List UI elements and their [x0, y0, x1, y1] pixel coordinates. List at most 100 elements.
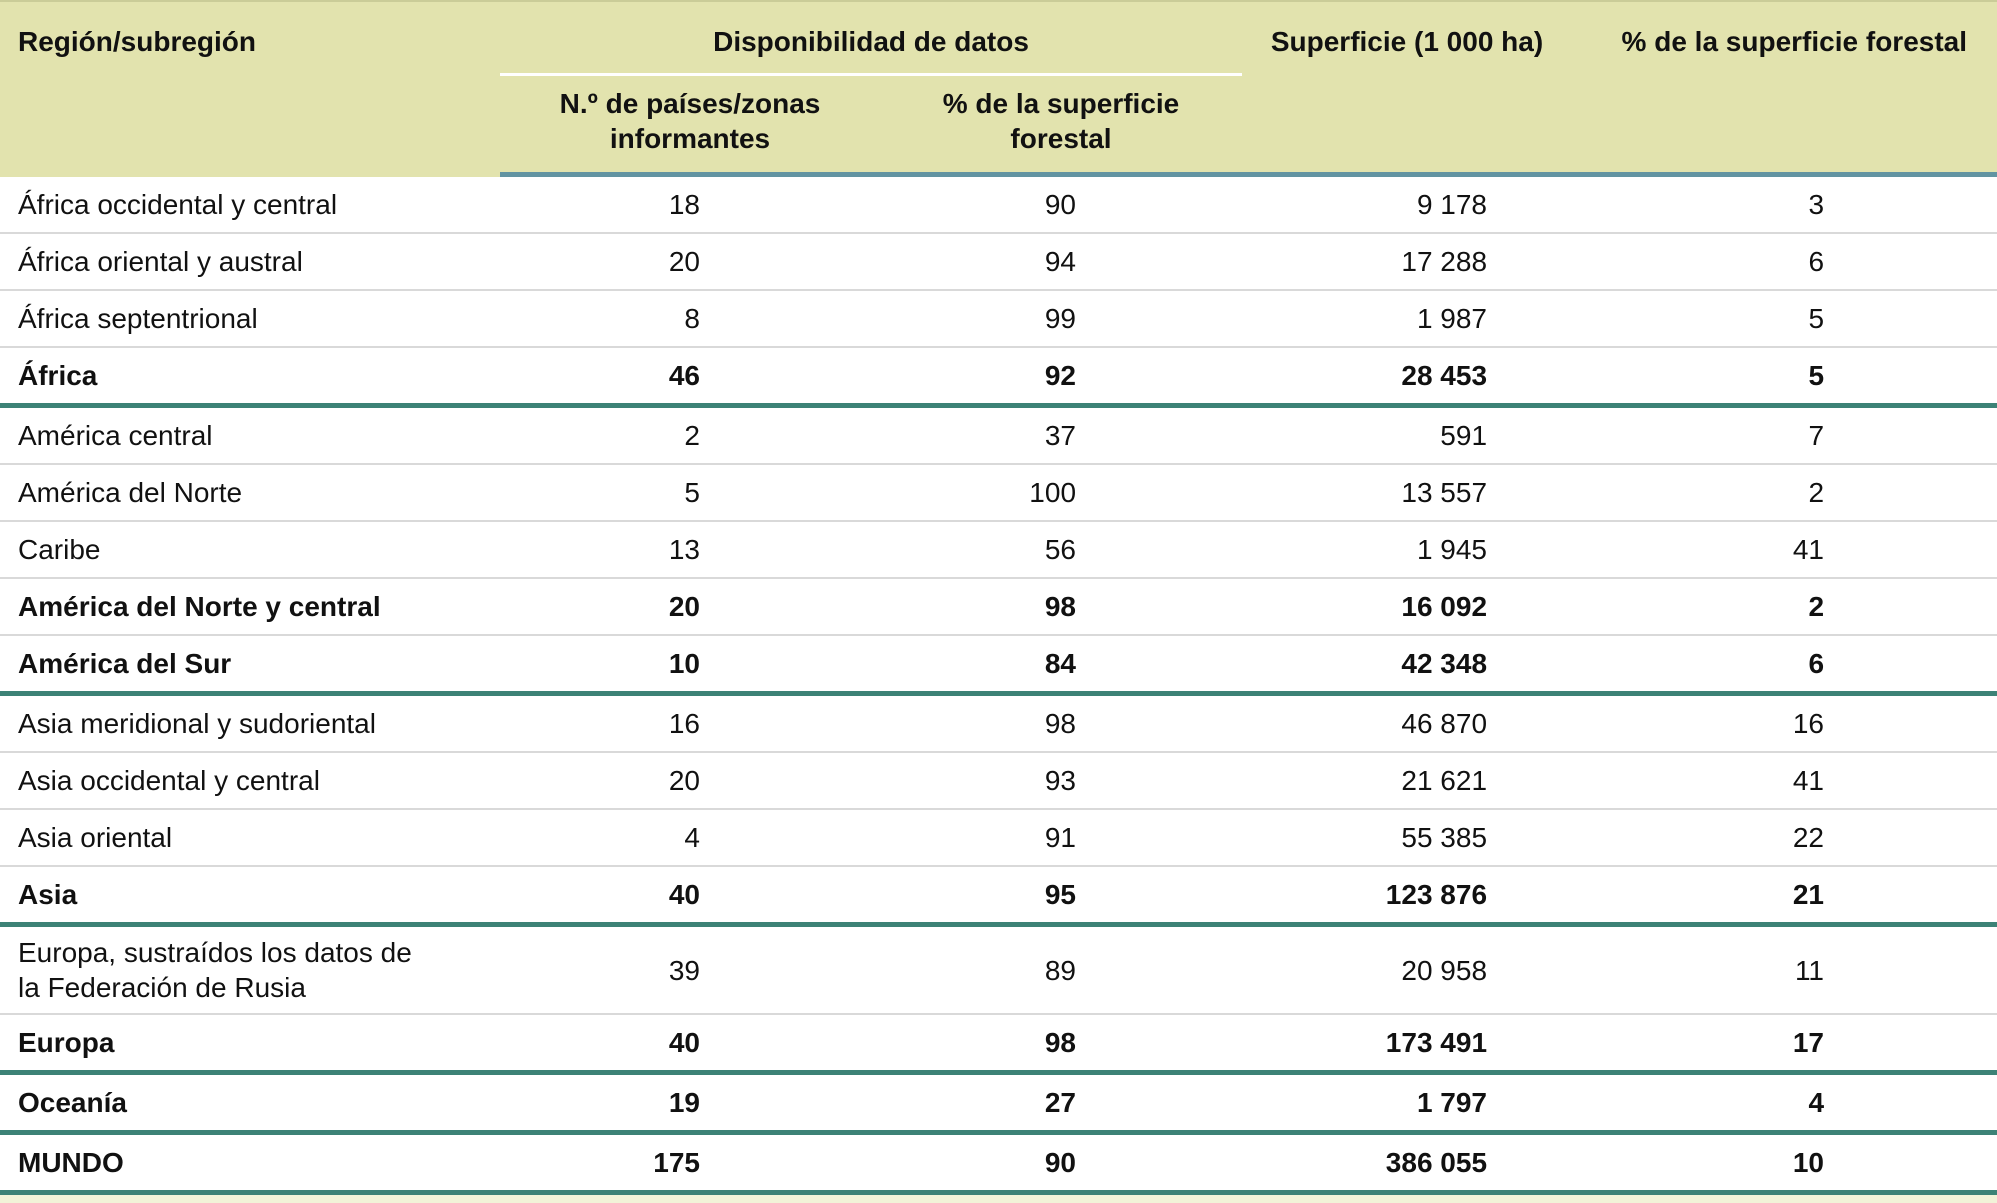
- pct-of-area-cell: 41: [1572, 522, 1997, 579]
- header-row-top: Región/subregión Disponibilidad de datos…: [0, 0, 1997, 177]
- countries-cell: 18: [500, 177, 880, 234]
- next-section-strip: [0, 1195, 1997, 1203]
- area-cell: 123 876: [1242, 867, 1573, 927]
- region-cell: América del Norte y central: [0, 579, 500, 636]
- region-cell: África occidental y central: [0, 177, 500, 234]
- pct-of-area-cell: 41: [1572, 753, 1997, 810]
- table-row: África oriental y austral 20 94 17 288 6: [0, 234, 1997, 291]
- pct-of-area-cell: 16: [1572, 696, 1997, 753]
- countries-cell: 20: [500, 579, 880, 636]
- region-cell: África septentrional: [0, 291, 500, 348]
- area-cell: 55 385: [1242, 810, 1573, 867]
- area-cell: 42 348: [1242, 636, 1573, 696]
- col-header-countries-label: N.º de países/zonas informantes: [559, 88, 821, 154]
- area-cell: 28 453: [1242, 348, 1573, 408]
- pct-forest-cell: 94: [880, 234, 1243, 291]
- pct-of-area-cell: 7: [1572, 408, 1997, 465]
- pct-of-area-cell: 5: [1572, 291, 1997, 348]
- region-cell: América del Sur: [0, 636, 500, 696]
- pct-forest-cell: 95: [880, 867, 1243, 927]
- col-header-availability-group: Disponibilidad de datos: [500, 0, 1243, 76]
- pct-forest-cell: 98: [880, 696, 1243, 753]
- region-cell: América central: [0, 408, 500, 465]
- countries-cell: 39: [500, 927, 880, 1015]
- pct-of-area-cell: 11: [1572, 927, 1997, 1015]
- countries-cell: 4: [500, 810, 880, 867]
- table-row-total-asia: Asia 40 95 123 876 21: [0, 867, 1997, 927]
- pct-forest-cell: 37: [880, 408, 1243, 465]
- countries-cell: 10: [500, 636, 880, 696]
- area-cell: 9 178: [1242, 177, 1573, 234]
- area-cell: 173 491: [1242, 1015, 1573, 1075]
- pct-of-area-cell: 2: [1572, 579, 1997, 636]
- region-cell: MUNDO: [0, 1135, 500, 1195]
- area-cell: 21 621: [1242, 753, 1573, 810]
- pct-of-area-cell: 21: [1572, 867, 1997, 927]
- countries-cell: 5: [500, 465, 880, 522]
- pct-forest-cell: 92: [880, 348, 1243, 408]
- pct-of-area-cell: 22: [1572, 810, 1997, 867]
- area-cell: 20 958: [1242, 927, 1573, 1015]
- countries-cell: 20: [500, 753, 880, 810]
- countries-cell: 40: [500, 867, 880, 927]
- table-row: Asia oriental 4 91 55 385 22: [0, 810, 1997, 867]
- pct-of-area-cell: 2: [1572, 465, 1997, 522]
- pct-of-area-cell: 3: [1572, 177, 1997, 234]
- col-header-pct-forest-sub: % de la superficie forestal: [880, 76, 1243, 177]
- region-cell: Europa, sustraídos los datos de la Feder…: [0, 927, 500, 1015]
- countries-cell: 2: [500, 408, 880, 465]
- pct-forest-cell: 56: [880, 522, 1243, 579]
- col-header-region: Región/subregión: [0, 0, 500, 177]
- countries-cell: 16: [500, 696, 880, 753]
- countries-cell: 46: [500, 348, 880, 408]
- table-header: Región/subregión Disponibilidad de datos…: [0, 0, 1997, 177]
- pct-forest-cell: 100: [880, 465, 1243, 522]
- region-cell: África oriental y austral: [0, 234, 500, 291]
- col-header-area: Superficie (1 000 ha): [1242, 0, 1573, 177]
- area-cell: 16 092: [1242, 579, 1573, 636]
- area-cell: 386 055: [1242, 1135, 1573, 1195]
- pct-forest-cell: 84: [880, 636, 1243, 696]
- countries-cell: 13: [500, 522, 880, 579]
- pct-forest-cell: 98: [880, 579, 1243, 636]
- countries-cell: 8: [500, 291, 880, 348]
- pct-forest-cell: 90: [880, 177, 1243, 234]
- region-cell: Oceanía: [0, 1075, 500, 1135]
- table-row: África septentrional 8 99 1 987 5: [0, 291, 1997, 348]
- area-cell: 1 797: [1242, 1075, 1573, 1135]
- region-cell: Caribe: [0, 522, 500, 579]
- area-cell: 1 987: [1242, 291, 1573, 348]
- pct-forest-cell: 99: [880, 291, 1243, 348]
- pct-forest-cell: 90: [880, 1135, 1243, 1195]
- countries-cell: 20: [500, 234, 880, 291]
- pct-forest-cell: 98: [880, 1015, 1243, 1075]
- area-cell: 17 288: [1242, 234, 1573, 291]
- pct-forest-cell: 27: [880, 1075, 1243, 1135]
- table-row: África occidental y central 18 90 9 178 …: [0, 177, 1997, 234]
- table-body: África occidental y central 18 90 9 178 …: [0, 177, 1997, 1195]
- pct-of-area-cell: 17: [1572, 1015, 1997, 1075]
- area-cell: 13 557: [1242, 465, 1573, 522]
- col-header-pct-forest: % de la superficie forestal: [1572, 0, 1997, 177]
- region-cell: América del Norte: [0, 465, 500, 522]
- table-row-total-africa: África 46 92 28 453 5: [0, 348, 1997, 408]
- region-cell: Asia: [0, 867, 500, 927]
- pct-of-area-cell: 10: [1572, 1135, 1997, 1195]
- pct-forest-cell: 93: [880, 753, 1243, 810]
- table-row-total-north-central-america: América del Norte y central 20 98 16 092…: [0, 579, 1997, 636]
- col-header-pct-forest-sub-label: % de la superficie forestal: [942, 88, 1180, 154]
- pct-of-area-cell: 6: [1572, 636, 1997, 696]
- pct-forest-cell: 89: [880, 927, 1243, 1015]
- col-header-countries: N.º de países/zonas informantes: [500, 76, 880, 177]
- region-cell: Asia meridional y sudoriental: [0, 696, 500, 753]
- table-row-total-south-america: América del Sur 10 84 42 348 6: [0, 636, 1997, 696]
- pct-of-area-cell: 4: [1572, 1075, 1997, 1135]
- area-cell: 46 870: [1242, 696, 1573, 753]
- region-cell: Asia oriental: [0, 810, 500, 867]
- table-row-total-oceania: Oceanía 19 27 1 797 4: [0, 1075, 1997, 1135]
- table-row: Asia meridional y sudoriental 16 98 46 8…: [0, 696, 1997, 753]
- area-cell: 591: [1242, 408, 1573, 465]
- pct-of-area-cell: 6: [1572, 234, 1997, 291]
- header-row-sub: N.º de países/zonas informantes % de la …: [0, 76, 1997, 177]
